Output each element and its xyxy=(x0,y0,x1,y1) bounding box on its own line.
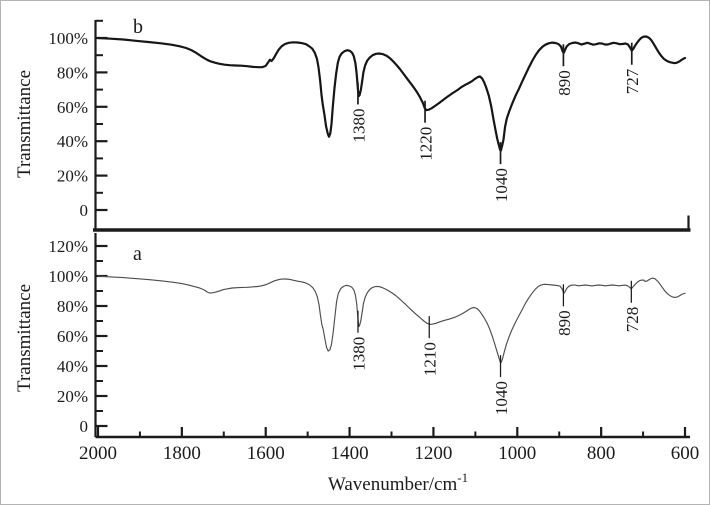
y-tick-label: 0 xyxy=(80,201,89,220)
y-tick-label: 100% xyxy=(48,29,88,48)
y-tick-label: 80% xyxy=(57,297,88,316)
x-tick-label: 1000 xyxy=(498,443,536,464)
peak-label-1040: 1040 xyxy=(492,381,511,415)
x-tick-label: 1400 xyxy=(331,443,369,464)
x-tick-label: 1600 xyxy=(247,443,285,464)
y-tick-label: 80% xyxy=(57,63,88,82)
x-axis-title-main: Wavenumber/cm xyxy=(328,474,458,495)
x-axis-title-superscript: -1 xyxy=(457,470,468,485)
y-tick-label: 120% xyxy=(48,237,88,256)
peak-label-1040: 1040 xyxy=(492,168,511,202)
peak-label-727: 727 xyxy=(623,68,642,94)
y-tick-label: 60% xyxy=(57,327,88,346)
x-tick-label: 1800 xyxy=(163,443,201,464)
y-axis-title-a: Transmittance xyxy=(14,284,35,392)
spectrum-curve-b xyxy=(96,35,687,152)
panel-label-a: a xyxy=(133,243,142,265)
x-tick-label: 600 xyxy=(671,443,700,464)
peak-label-890: 890 xyxy=(555,70,574,96)
y-tick-label: 20% xyxy=(57,387,88,406)
peak-label-1380: 1380 xyxy=(349,108,368,142)
spectrum-curve-a xyxy=(97,275,686,364)
y-tick-label: 0 xyxy=(80,417,89,436)
x-axis: 2000 1800 1600 1400 1200 1000 800 600 Wavenumber… xyxy=(79,427,699,495)
peak-label-1220: 1220 xyxy=(417,127,436,161)
peak-label-1380: 1380 xyxy=(349,337,368,371)
panel-a: 120% 100% 80% 60% 40% 20% 0 a Transmittance 1380 1… xyxy=(14,233,686,437)
y-tick-label: 60% xyxy=(57,98,88,117)
y-axis-title-b: Transmittance xyxy=(14,70,35,178)
x-tick-label: 1200 xyxy=(414,443,452,464)
peak-label-728: 728 xyxy=(623,307,642,333)
x-tick-label: 2000 xyxy=(79,443,117,464)
x-axis-title: Wavenumber/cm-1 xyxy=(328,470,468,495)
peak-label-1210: 1210 xyxy=(421,342,440,376)
x-tick-label: 800 xyxy=(587,443,616,464)
panel-b: 100% 80% 60% 40% 20% 0 b Transmittance 1380 1220 1… xyxy=(14,16,687,230)
y-tick-label: 100% xyxy=(48,267,88,286)
y-tick-label: 40% xyxy=(57,357,88,376)
y-tick-label: 40% xyxy=(57,132,88,151)
peak-label-890: 890 xyxy=(555,310,574,336)
y-tick-label: 20% xyxy=(57,167,88,186)
panel-label-b: b xyxy=(133,16,143,38)
